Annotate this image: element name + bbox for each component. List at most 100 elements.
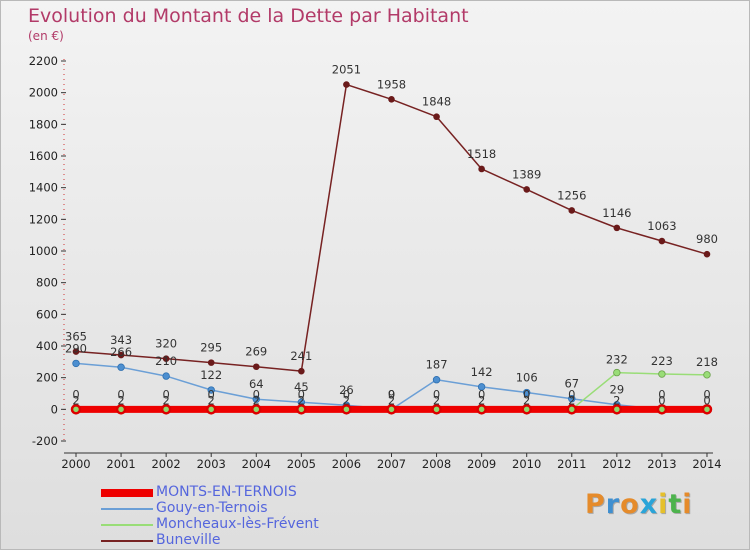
data-label: 0 [162,387,169,401]
data-label: 343 [110,333,132,347]
data-point [703,250,711,258]
logo-letter: o [620,489,640,520]
data-label: 1063 [647,219,676,233]
data-label: 0 [568,387,575,401]
data-point [388,96,395,103]
logo-letter: t [668,489,683,520]
x-tick-label: 2009 [467,457,496,471]
data-label: 2 [253,393,260,407]
data-point [521,404,532,415]
x-tick-label: 2012 [602,457,631,471]
x-tick-label: 2002 [151,457,180,471]
data-label: 122 [200,368,222,382]
data-point [386,404,397,415]
data-label: 2 [478,393,485,407]
legend-item: Buneville [101,532,421,549]
y-tick-label: 2000 [29,86,58,100]
legend-item: Moncheaux-lès-Frévent [101,516,421,533]
data-label: 1256 [557,188,586,202]
y-tick-label: 1800 [29,117,58,131]
data-label: 241 [290,349,312,363]
logo-letter: r [605,489,621,520]
data-label: 0 [72,387,79,401]
data-label: 218 [696,355,718,369]
y-tick-label: 1400 [29,181,58,195]
data-point [70,404,82,415]
data-point [703,371,711,379]
x-tick-label: 2005 [287,457,316,471]
data-label: 2 [613,393,620,407]
data-point [115,404,127,415]
data-label: 2 [523,393,530,407]
data-point [611,404,623,415]
x-tick-label: 2010 [512,457,541,471]
legend-label: Moncheaux-lès-Frévent [156,516,319,532]
y-tick-label: 1600 [29,149,58,163]
data-label: 2 [117,393,124,407]
y-tick-label: 0 [51,402,58,416]
data-point [251,404,262,415]
data-label: 0 [343,387,350,401]
data-label: 29 [610,383,625,397]
data-label: 2 [388,393,395,407]
logo-letter: i [682,489,693,520]
data-point [658,370,666,378]
data-label: 2 [433,393,440,407]
x-tick-label: 2008 [422,457,451,471]
data-label: 290 [65,341,87,355]
data-point [298,367,305,375]
data-label: 2 [72,393,79,407]
chart-title: Evolution du Montant de la Dette par Hab… [28,5,469,27]
legend-swatch [101,540,153,542]
data-label: 0 [298,387,305,401]
data-label: 0 [253,387,260,401]
logo-letter: x [639,489,659,520]
logo-letter: i [658,489,669,520]
data-point [72,359,80,368]
data-label: 2 [298,393,305,407]
legend-swatch [101,508,153,510]
data-label: 0 [208,387,215,401]
data-label: 9 [388,387,395,401]
data-point [117,363,125,371]
x-tick-label: 2004 [242,457,271,471]
series-line-3 [75,83,708,372]
y-tick-label: 800 [36,276,58,290]
data-label: 223 [651,354,673,368]
data-point [162,372,170,380]
legend-label: MONTS-EN-TERNOIS [156,484,297,500]
data-label: 2 [162,393,169,407]
x-tick-label: 2000 [61,457,90,471]
data-point [72,348,80,355]
data-label: 26 [339,383,354,397]
data-label: 232 [606,353,628,367]
y-tick-label: 600 [36,307,58,321]
data-point [343,81,350,88]
data-label: 365 [65,330,87,344]
chart-legend: MONTS-EN-TERNOIS Gouy-en-Ternois Moncheaux… [101,484,421,549]
data-point [523,388,531,397]
data-label: 0 [388,387,395,401]
x-tick-label: 2007 [377,457,406,471]
y-tick-label: 400 [36,339,58,353]
data-label: 64 [249,377,264,391]
data-label: 1848 [422,95,451,109]
data-label: 2 [343,393,350,407]
data-point [433,113,440,121]
data-label: 320 [155,337,177,351]
data-point [656,404,668,415]
data-label: 0 [433,387,440,401]
data-point [478,165,485,173]
data-point [568,207,576,214]
data-label: 295 [200,341,222,355]
legend-item: Gouy-en-Ternois [101,500,421,517]
data-label: 0 [478,387,485,401]
y-tick-label: 1200 [29,212,58,226]
data-label: 106 [516,371,538,385]
legend-label: Gouy-en-Ternois [156,500,268,516]
data-label: 1146 [602,206,631,220]
x-tick-label: 2006 [332,457,361,471]
data-point [613,224,621,232]
data-label: 266 [110,345,132,359]
